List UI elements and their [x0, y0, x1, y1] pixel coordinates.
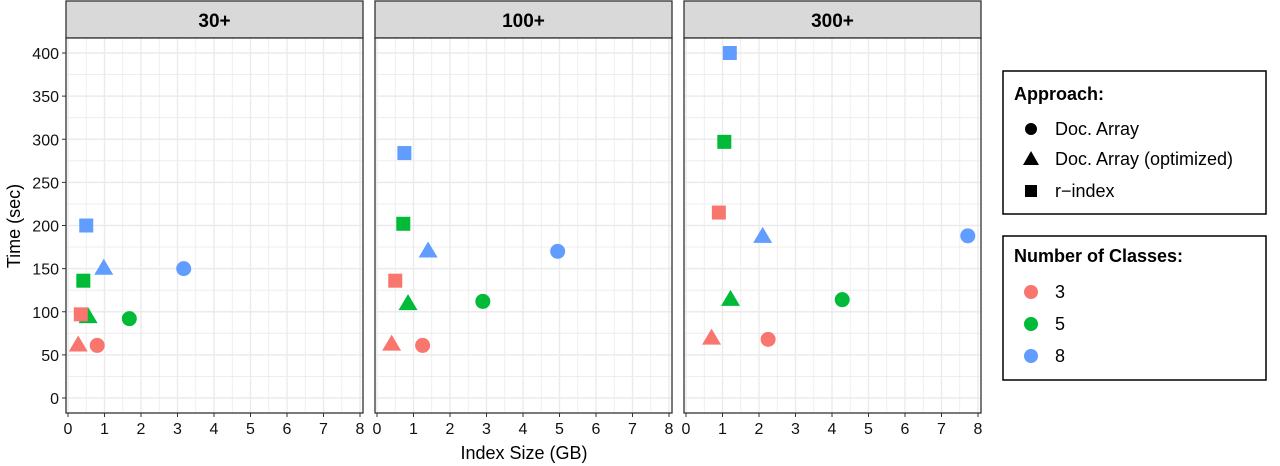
- legend-classes-box: [1002, 235, 1267, 381]
- point-triangle: [398, 294, 418, 311]
- point-circle: [834, 292, 850, 308]
- x-tick-label: 0: [373, 421, 382, 438]
- point-triangle: [68, 335, 88, 352]
- x-tick-label: 0: [682, 421, 691, 438]
- legend-triangle-key: [1023, 151, 1039, 165]
- x-tick-label: 2: [755, 421, 764, 438]
- point-square: [397, 146, 412, 161]
- legend-classes-label: 3: [1055, 282, 1065, 302]
- x-tick-label: 2: [137, 421, 146, 438]
- x-tick-label: 8: [974, 421, 983, 438]
- point-circle: [89, 337, 105, 353]
- facet-panel: 30+ 0 1 2 3 4 5 6 7 8 0 50 100 150 200 250 300 350 400: [32, 0, 365, 438]
- point-square: [79, 218, 94, 233]
- x-tick-label: 6: [901, 421, 910, 438]
- x-tick-label: 6: [592, 421, 601, 438]
- y-tick-label: 400: [32, 46, 59, 63]
- legend-approach-title: Approach:: [1014, 84, 1104, 104]
- point-square: [396, 216, 411, 231]
- point-circle: [760, 331, 776, 347]
- point-square: [76, 273, 91, 288]
- point-circle: [415, 337, 431, 353]
- legend-approach-box: [1002, 70, 1267, 215]
- legend-approach-label: Doc. Array (optimized): [1055, 149, 1233, 169]
- facet-strip: [65, 0, 364, 39]
- point-triangle: [418, 241, 438, 258]
- facet-title: 300+: [811, 11, 854, 32]
- point-circle: [1025, 123, 1037, 135]
- x-tick-label: 1: [409, 421, 418, 438]
- point-circle: [1024, 317, 1038, 331]
- x-tick-label: 0: [64, 421, 73, 438]
- x-tick-label: 1: [100, 421, 109, 438]
- x-tick-label: 5: [864, 421, 873, 438]
- point-square: [711, 205, 726, 220]
- facet-panel: 100+ 0 1 2 3 4 5 6 7 8: [373, 0, 674, 438]
- x-tick-label: 3: [173, 421, 182, 438]
- point-triangle: [702, 328, 722, 345]
- facet-title: 30+: [198, 11, 230, 32]
- y-tick-label: 250: [32, 175, 59, 192]
- y-tick-label: 50: [41, 348, 59, 365]
- y-tick-label: 200: [32, 219, 59, 236]
- legend-square-key: [1025, 185, 1037, 197]
- x-tick-label: 4: [210, 421, 219, 438]
- facet-title: 100+: [502, 11, 545, 32]
- point-circle: [960, 228, 976, 244]
- legend-approach-label: r−index: [1055, 181, 1115, 201]
- point-circle: [1024, 349, 1038, 363]
- point-triangle: [721, 289, 741, 306]
- x-tick-label: 8: [665, 421, 674, 438]
- legend-approach-label: Doc. Array: [1055, 119, 1139, 139]
- x-tick-label: 7: [937, 421, 946, 438]
- x-tick-label: 5: [555, 421, 564, 438]
- x-tick-label: 2: [446, 421, 455, 438]
- point-square: [722, 46, 737, 60]
- legend-classes-label: 5: [1055, 314, 1065, 334]
- y-tick-label: 100: [32, 305, 59, 322]
- point-circle: [475, 293, 491, 309]
- facet-strip: [374, 0, 673, 39]
- point-circle: [176, 261, 192, 277]
- point-circle: [550, 243, 566, 259]
- x-tick-label: 6: [283, 421, 292, 438]
- legend-classes-title: Number of Classes:: [1014, 246, 1183, 266]
- point-triangle: [753, 226, 773, 243]
- x-tick-label: 3: [482, 421, 491, 438]
- facet-panel: 300+ 0 1 2 3 4 5 6 7 8: [682, 0, 983, 438]
- point-square: [73, 307, 88, 322]
- legend: Approach: Doc. Array Doc. Array (optimiz…: [1002, 70, 1267, 381]
- x-axis-label: Index Size (GB): [460, 443, 587, 463]
- y-axis-label: Time (sec): [4, 184, 24, 268]
- point-circle: [1024, 285, 1038, 299]
- x-tick-label: 5: [246, 421, 255, 438]
- y-tick-label: 150: [32, 262, 59, 279]
- x-tick-label: 3: [791, 421, 800, 438]
- x-tick-label: 7: [628, 421, 637, 438]
- x-tick-label: 1: [718, 421, 727, 438]
- point-circle: [121, 311, 137, 327]
- y-tick-label: 0: [50, 391, 59, 408]
- point-triangle: [94, 258, 114, 275]
- x-tick-label: 8: [356, 421, 365, 438]
- point-square: [717, 134, 732, 149]
- legend-classes-label: 8: [1055, 346, 1065, 366]
- x-tick-label: 7: [319, 421, 328, 438]
- y-tick-label: 350: [32, 89, 59, 106]
- x-tick-label: 4: [519, 421, 528, 438]
- x-tick-label: 4: [828, 421, 837, 438]
- point-square: [388, 273, 403, 288]
- point-triangle: [382, 334, 402, 351]
- y-tick-label: 300: [32, 132, 59, 149]
